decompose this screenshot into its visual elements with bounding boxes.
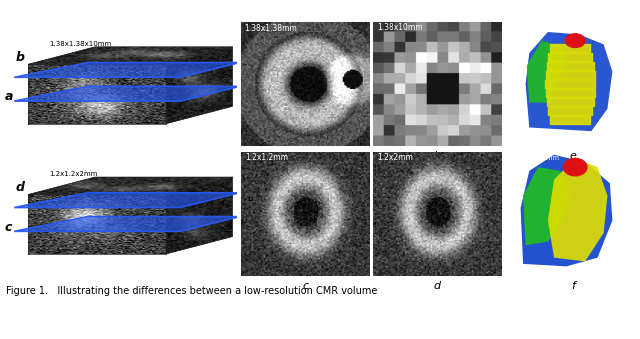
Text: Figure 1.   Illustrating the differences between a low-resolution CMR volume: Figure 1. Illustrating the differences b…	[6, 286, 378, 296]
Bar	[548, 53, 592, 61]
Text: 1.38x1.38x10mm: 1.38x1.38x10mm	[49, 41, 111, 47]
Text: b: b	[434, 151, 441, 161]
Bar	[546, 89, 595, 97]
Polygon shape	[520, 155, 612, 266]
Text: f: f	[571, 281, 575, 291]
Polygon shape	[525, 32, 612, 131]
Polygon shape	[166, 177, 232, 254]
Text: 1.38x1.38mm: 1.38x1.38mm	[244, 24, 298, 33]
Polygon shape	[166, 47, 232, 124]
Polygon shape	[14, 62, 239, 77]
Text: d: d	[15, 181, 24, 194]
Text: 1.38x1.38x10mm: 1.38x1.38x10mm	[513, 24, 572, 31]
Polygon shape	[28, 47, 232, 64]
Polygon shape	[14, 86, 239, 101]
Text: 1.2x1.2x2mm: 1.2x1.2x2mm	[49, 172, 97, 177]
Ellipse shape	[563, 158, 587, 176]
Bar	[550, 44, 590, 52]
Bar	[546, 71, 595, 79]
Text: 1.2x1.2x2mm: 1.2x1.2x2mm	[513, 155, 559, 161]
Polygon shape	[527, 41, 566, 103]
Text: 1.2x2mm: 1.2x2mm	[377, 153, 413, 162]
Text: 1.38x10mm: 1.38x10mm	[377, 23, 422, 32]
Text: d: d	[434, 281, 441, 291]
Bar	[547, 62, 593, 70]
Polygon shape	[14, 217, 239, 231]
Polygon shape	[28, 64, 166, 124]
Bar	[547, 98, 593, 106]
Bar	[545, 80, 595, 88]
Bar	[550, 116, 590, 124]
Text: c: c	[4, 221, 12, 234]
Bar	[548, 107, 592, 115]
Text: 1.2x1.2mm: 1.2x1.2mm	[245, 153, 288, 162]
Text: c: c	[302, 281, 308, 291]
Polygon shape	[523, 167, 570, 245]
Polygon shape	[28, 177, 232, 195]
Text: a: a	[4, 91, 13, 103]
Polygon shape	[548, 158, 607, 261]
Text: b: b	[15, 51, 24, 64]
Text: a: a	[302, 151, 308, 161]
Ellipse shape	[565, 34, 585, 47]
Text: e: e	[569, 151, 576, 161]
Polygon shape	[14, 193, 239, 207]
Polygon shape	[28, 195, 166, 254]
